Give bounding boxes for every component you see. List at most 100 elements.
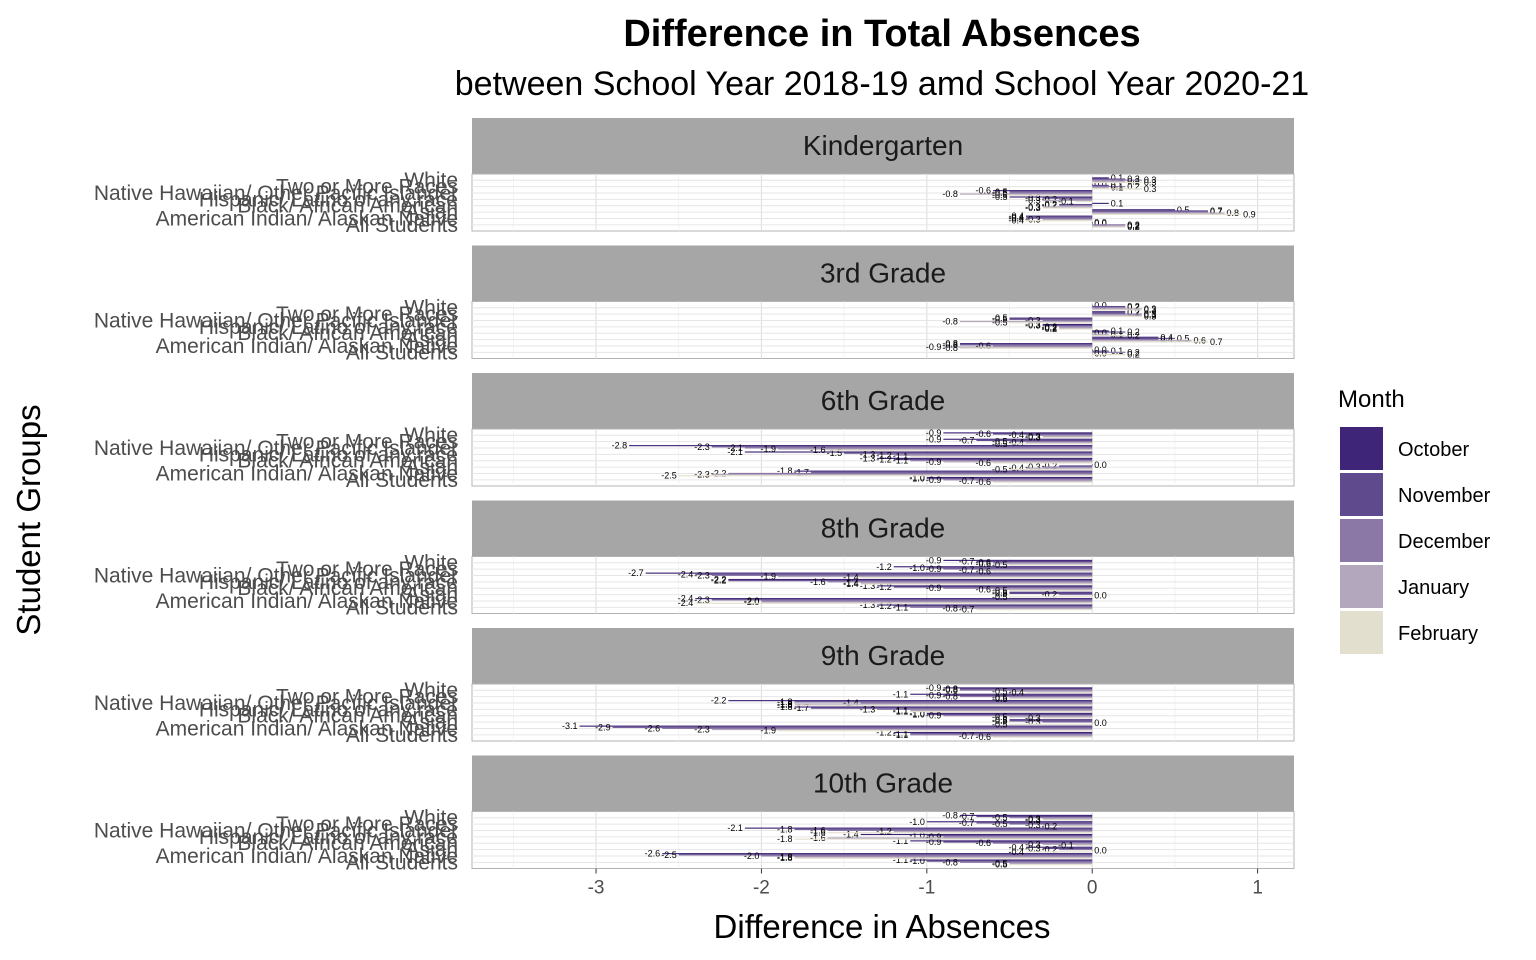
bar — [794, 828, 1093, 830]
legend-label: December — [1398, 531, 1491, 553]
bar — [794, 470, 1093, 472]
x-tick-label: 1 — [1252, 878, 1263, 899]
bar — [1092, 350, 1109, 352]
bar-data-label: -1.9 — [760, 572, 776, 582]
bar-data-label: -0.6 — [975, 186, 991, 196]
bar-data-label: -0.4 — [1009, 211, 1025, 221]
x-axis-title: Difference in Absences — [714, 908, 1051, 945]
bar — [1009, 716, 1093, 718]
y-tick-label: All Students — [346, 724, 458, 747]
bar — [943, 346, 1093, 348]
bar-data-label: -0.3 — [1025, 315, 1041, 325]
bar — [794, 704, 1093, 706]
panel-background — [471, 683, 1295, 742]
bar-data-label: -0.6 — [975, 458, 991, 468]
bar — [893, 731, 1093, 734]
bar-data-label: -0.2 — [1042, 194, 1058, 204]
bar-data-label: -0.4 — [1009, 213, 1025, 223]
bar-data-label: -1.4 — [843, 578, 859, 588]
y-tick-label: Hispanic/ Latino of any race — [199, 826, 458, 849]
bar-data-label: -2.2 — [711, 468, 727, 478]
bar — [1092, 221, 1093, 224]
bar-data-label: 0.3 — [1144, 305, 1157, 315]
legend-label: February — [1398, 623, 1478, 645]
facet-strip-label: Kindergarten — [803, 130, 963, 161]
y-tick-label: Native Hawaiian/ Other Pacific Islander — [94, 437, 458, 460]
bar — [910, 456, 1093, 458]
y-tick-label: Hispanic/ Latino of any race — [199, 188, 458, 211]
bar-data-label: -1.4 — [843, 698, 859, 708]
bar — [992, 842, 1093, 844]
bar — [1009, 697, 1093, 699]
bar — [860, 582, 1093, 584]
bar-data-label: -0.3 — [1025, 203, 1041, 213]
y-tick-label: Hispanic/ Latino of any race — [199, 443, 458, 466]
bar — [1009, 596, 1093, 598]
bar-data-label: 0.2 — [1127, 302, 1140, 312]
bar-data-label: -0.6 — [975, 732, 991, 742]
y-tick-label: Black/ African American — [237, 450, 458, 473]
bar-data-label: 0.3 — [1144, 309, 1157, 319]
bar-data-label: 0.3 — [1144, 175, 1157, 185]
bar — [1042, 717, 1093, 719]
x-tick-label: -3 — [588, 878, 605, 899]
y-tick-label: Asian — [405, 711, 458, 734]
bar-data-label: -1.1 — [893, 729, 909, 739]
bar-data-label: 0.2 — [1127, 307, 1140, 317]
bar-data-label: -0.1 — [1058, 197, 1074, 207]
bar — [1092, 315, 1142, 317]
bar — [910, 709, 1093, 712]
bar-data-label: -0.4 — [1009, 687, 1025, 697]
bar — [1092, 312, 1126, 314]
bar — [1092, 331, 1126, 333]
y-tick-label: Native Hawaiian/ Other Pacific Islander — [94, 692, 458, 715]
bar — [1092, 213, 1242, 215]
y-tick-label: Hispanic/ Latino of any race — [199, 571, 458, 594]
bar — [711, 474, 1093, 476]
bar — [711, 729, 1093, 731]
bar-data-label: -2.4 — [678, 569, 694, 579]
bar — [612, 726, 1093, 728]
bar-data-label: 0.1 — [1111, 346, 1124, 356]
bar — [1092, 314, 1142, 316]
y-tick-label: All Students — [346, 596, 458, 619]
facet-strip — [472, 755, 1294, 812]
bar-data-label: -0.3 — [1025, 820, 1041, 830]
bar — [1009, 817, 1093, 819]
bar-data-label: -1.8 — [777, 697, 793, 707]
bar-data-label: -2.3 — [694, 595, 710, 605]
bar-data-label: 0.5 — [1177, 205, 1190, 215]
facet-strip-label: 10th Grade — [813, 768, 953, 799]
bar-data-label: -0.6 — [975, 559, 991, 569]
legend-label: January — [1398, 577, 1469, 599]
bar — [744, 451, 1093, 453]
bar-data-label: -1.0 — [909, 710, 925, 720]
bar — [992, 563, 1093, 565]
bar — [992, 588, 1093, 590]
bar — [910, 859, 1093, 861]
bar — [1042, 325, 1093, 327]
facet-strip — [472, 118, 1294, 174]
bar — [860, 702, 1093, 704]
bar-data-label: -0.5 — [992, 464, 1008, 474]
bar-data-label: 0.2 — [1127, 308, 1140, 318]
bar — [959, 695, 1093, 698]
bar-data-label: -1.1 — [893, 456, 909, 466]
bar-data-label: -1.2 — [876, 455, 892, 465]
bar — [1042, 436, 1093, 439]
bar-data-label: 0.0 — [1094, 460, 1107, 470]
bar-data-label: -0.6 — [975, 477, 991, 487]
bar-data-label: -0.6 — [975, 838, 991, 848]
bar-data-label: -0.9 — [926, 555, 942, 565]
chart-title: Difference in Total Absences — [623, 13, 1140, 55]
bar — [579, 725, 1093, 727]
bar-data-label: -2.6 — [645, 723, 661, 733]
bar — [711, 599, 1093, 601]
bar-data-label: -0.8 — [942, 684, 958, 694]
bar-data-label: 0.5 — [1177, 333, 1190, 343]
bar — [1092, 188, 1142, 190]
y-tick-label: Two or More Races — [276, 176, 458, 199]
